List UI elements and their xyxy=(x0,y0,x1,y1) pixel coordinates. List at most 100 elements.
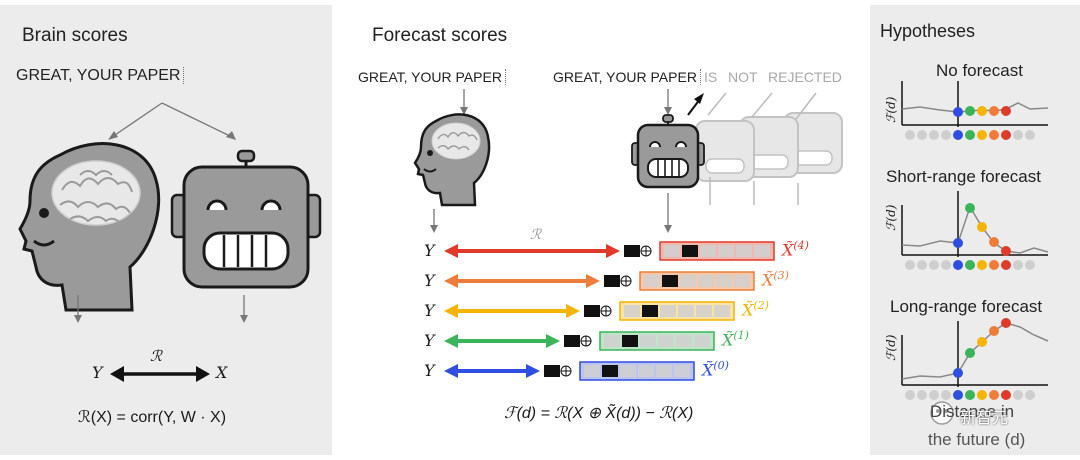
robot-icon xyxy=(170,149,322,289)
window-cell-4-3 xyxy=(638,365,654,377)
forecast-sentence-left: GREAT, YOUR PAPER xyxy=(358,69,506,85)
dot-row-2 xyxy=(905,260,1035,270)
forecast-y-label-4: Y xyxy=(424,361,435,380)
window-cell-4-5 xyxy=(674,365,690,377)
forecast-sentence-right-text: GREAT, YOUR PAPER xyxy=(553,69,701,85)
forecast-x-main-2: X̃ xyxy=(742,300,754,320)
future-word-2: NOT xyxy=(728,69,758,85)
window-cell-1-4 xyxy=(716,275,732,287)
no-forecast-title: No forecast xyxy=(936,61,1023,80)
forecast-y-label-2: Y xyxy=(424,301,435,320)
forecast-arrow-head-left-0 xyxy=(444,244,458,258)
forecast-arrow-head-left-4 xyxy=(444,364,458,378)
time-dot-3-9 xyxy=(1013,390,1023,400)
window-cell-3-2 xyxy=(640,335,656,347)
window-cell-1-2 xyxy=(680,275,696,287)
forecast-arrow-head-right-0 xyxy=(606,244,620,258)
window-cell-0-1 xyxy=(682,245,698,257)
window-cell-0-0 xyxy=(664,245,680,257)
forecast-y-label-3: Y xyxy=(424,331,435,350)
forecast-x-sup-0: (4) xyxy=(793,239,809,252)
time-dot-1-3 xyxy=(941,130,951,140)
window-cell-0-2 xyxy=(700,245,716,257)
window-cell-0-4 xyxy=(736,245,752,257)
forecast-x-label-4: X̃(0) xyxy=(702,359,729,379)
time-dot-2-1 xyxy=(917,260,927,270)
window-cell-2-5 xyxy=(714,305,730,317)
hypotheses-panel: Hypotheses No forecast Short-range forec… xyxy=(870,5,1080,455)
x-block-3 xyxy=(564,335,580,347)
x-block-0 xyxy=(624,245,640,257)
time-dot-2-10 xyxy=(1025,260,1035,270)
forecast-x-main-4: X̃ xyxy=(702,360,714,380)
human-head-icon xyxy=(18,142,161,312)
short-range-plot xyxy=(901,191,1049,257)
window-cell-2-0 xyxy=(624,305,640,317)
window-cell-1-3 xyxy=(698,275,714,287)
brain-score-formula: ℛ(X) = corr(Y, W · X) xyxy=(78,409,227,426)
long-range-title: Long-range forecast xyxy=(890,297,1043,316)
brain-y-label: Y xyxy=(92,363,103,382)
x-block-1 xyxy=(604,275,620,287)
time-dot-3-0 xyxy=(905,390,915,400)
forecast-arrow-head-right-4 xyxy=(526,364,540,378)
concat-plus-2 xyxy=(601,306,611,316)
time-dot-3-6 xyxy=(977,390,987,400)
concat-plus-4 xyxy=(561,366,571,376)
short-range-title: Short-range forecast xyxy=(886,167,1041,186)
forecast-x-main-0: X̃ xyxy=(782,240,794,260)
time-dot-1-5 xyxy=(965,130,975,140)
time-dot-2-4 xyxy=(953,260,963,270)
watermark-icon xyxy=(930,401,954,425)
forecast-x-sup-2: (2) xyxy=(753,299,769,312)
forecast-x-sup-4: (0) xyxy=(713,359,729,372)
window-cell-1-0 xyxy=(644,275,660,287)
forecast-x-main-1: X̃ xyxy=(762,270,774,290)
time-dot-1-2 xyxy=(929,130,939,140)
forecast-diagram xyxy=(413,89,843,381)
time-dot-1-4 xyxy=(953,130,963,140)
time-dot-2-2 xyxy=(929,260,939,270)
brain-x-label: X xyxy=(216,363,228,382)
window-cell-2-1 xyxy=(642,305,658,317)
window-cell-0-5 xyxy=(754,245,770,257)
forecast-x-sup-1: (3) xyxy=(773,269,789,282)
dot-row-3 xyxy=(905,390,1035,400)
forecast-arrow-head-left-2 xyxy=(444,304,458,318)
future-word-1: IS xyxy=(704,69,718,85)
forecast-arrow-head-left-1 xyxy=(444,274,458,288)
dot-row-1 xyxy=(905,130,1035,140)
no-forecast-plot xyxy=(901,81,1049,127)
time-dot-1-6 xyxy=(977,130,987,140)
window-cell-3-3 xyxy=(658,335,674,347)
forecast-y-label-0: Y xyxy=(424,241,435,260)
time-dot-3-3 xyxy=(941,390,951,400)
forecast-rows xyxy=(444,241,775,381)
long-range-plot xyxy=(901,318,1049,387)
concat-plus-3 xyxy=(581,336,591,346)
forecast-score-formula: ℱ(d) = ℛ(X ⊕ X̃(d)) − ℛ(X) xyxy=(504,405,694,422)
forecast-r-label: ℛ xyxy=(530,227,542,243)
window-cell-4-0 xyxy=(584,365,600,377)
time-dot-2-7 xyxy=(989,260,999,270)
time-dot-3-10 xyxy=(1025,390,1035,400)
window-cell-3-5 xyxy=(694,335,710,347)
time-dot-1-10 xyxy=(1025,130,1035,140)
forecast-x-label-2: X̃(2) xyxy=(742,299,769,319)
future-word-3: REJECTED xyxy=(768,69,842,85)
footer-line-2: the future (d) xyxy=(928,430,1026,449)
time-dot-2-9 xyxy=(1013,260,1023,270)
forecast-scores-title: Forecast scores xyxy=(372,25,508,46)
brain-sentence-text: GREAT, YOUR PAPER xyxy=(16,67,185,84)
hypotheses-title: Hypotheses xyxy=(880,21,976,41)
time-dot-3-5 xyxy=(965,390,975,400)
window-cell-4-2 xyxy=(620,365,636,377)
time-dot-2-5 xyxy=(965,260,975,270)
window-cell-3-1 xyxy=(622,335,638,347)
window-cell-2-4 xyxy=(696,305,712,317)
time-dot-3-1 xyxy=(917,390,927,400)
concat-plus-1 xyxy=(621,276,631,286)
forecast-y-label-1: Y xyxy=(424,271,435,290)
window-cell-3-4 xyxy=(676,335,692,347)
forecast-arrow-head-right-1 xyxy=(586,274,600,288)
